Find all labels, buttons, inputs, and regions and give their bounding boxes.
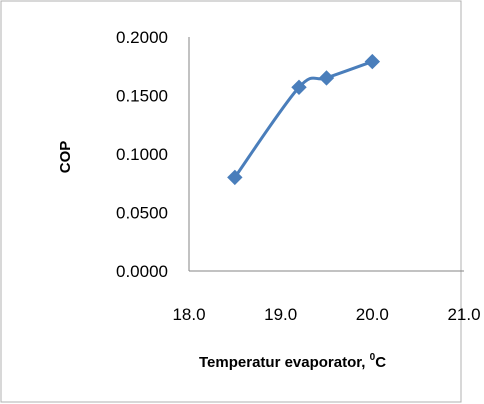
y-tick-label: 0.2000 — [116, 28, 168, 47]
x-tick-label: 18.0 — [172, 305, 205, 324]
y-tick-label: 0.1500 — [116, 87, 168, 106]
x-axis-title-main: Temperatur evaporator, — [199, 354, 370, 371]
x-axis-title-unit: C — [375, 354, 386, 371]
y-axis-tick-labels: 0.0000 0.0500 0.1000 0.1500 0.2000 — [116, 28, 168, 281]
x-tick-label: 21.0 — [447, 305, 480, 324]
data-point-marker — [318, 70, 335, 86]
y-axis-title: COP — [57, 141, 74, 174]
data-point-marker — [227, 169, 243, 186]
x-tick-label: 19.0 — [264, 305, 297, 324]
data-point-marker — [364, 53, 381, 70]
series-line — [233, 60, 374, 179]
y-tick-label: 0.1000 — [116, 145, 168, 164]
y-tick-label: 0.0500 — [116, 204, 168, 223]
x-tick-label: 20.0 — [356, 305, 389, 324]
data-point-marker — [291, 79, 307, 96]
chart-border — [0, 0, 462, 403]
x-axis-title-sup: 0 — [370, 352, 376, 363]
x-axis-title: Temperatur evaporator, 0C — [199, 352, 386, 371]
series-group — [227, 53, 381, 186]
x-axis-tick-labels: 18.0 19.0 20.0 21.0 — [172, 305, 480, 324]
y-tick-label: 0.0000 — [116, 262, 168, 281]
